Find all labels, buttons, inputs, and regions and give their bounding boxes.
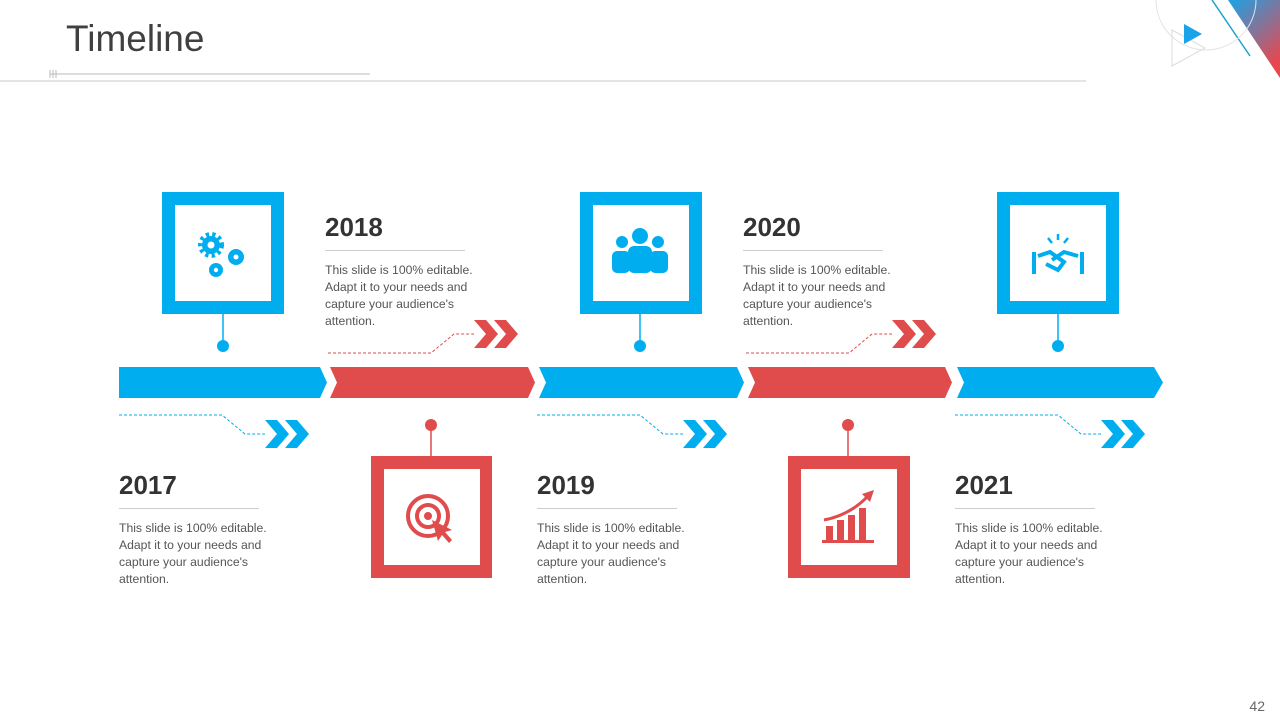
timeline-segment-2019 xyxy=(539,367,744,398)
dashed-connector xyxy=(955,414,1101,435)
chevron-icon xyxy=(265,420,289,448)
milestone-year: 2019 xyxy=(537,470,677,509)
chevron-icon xyxy=(1121,420,1145,448)
chevron-icon xyxy=(285,420,309,448)
timeline-segment-2021 xyxy=(957,367,1163,398)
milestone-year: 2020 xyxy=(743,212,883,251)
milestone-description: This slide is 100% editable. Adapt it to… xyxy=(537,521,685,586)
team-icon xyxy=(612,228,668,273)
chevron-icon xyxy=(1101,420,1125,448)
timeline-segment-2017 xyxy=(119,367,327,398)
dashed-connector xyxy=(746,333,892,354)
timeline-segment-2020 xyxy=(748,367,952,398)
page-title: Timeline xyxy=(66,18,205,59)
chevron-icon xyxy=(683,420,707,448)
chevron-icon xyxy=(494,320,518,348)
milestone-year: 2021 xyxy=(955,470,1095,509)
handshake-icon xyxy=(1032,234,1084,274)
milestone-description: This slide is 100% editable. Adapt it to… xyxy=(743,263,891,328)
chevron-icon xyxy=(912,320,936,348)
target-icon xyxy=(406,494,452,543)
timeline-segment-2018 xyxy=(330,367,535,398)
gears-icon xyxy=(198,232,244,277)
milestone-box-2021 xyxy=(997,192,1119,352)
milestone-description: This slide is 100% editable. Adapt it to… xyxy=(955,521,1103,586)
milestone-description: This slide is 100% editable. Adapt it to… xyxy=(325,263,473,328)
milestone-box-2020 xyxy=(788,419,910,578)
dashed-connector xyxy=(537,414,683,435)
milestone-box-2017 xyxy=(162,192,284,352)
milestone-box-2018 xyxy=(371,419,492,578)
growth-chart-icon xyxy=(822,490,874,543)
corner-decoration xyxy=(1228,0,1280,78)
milestone-description: This slide is 100% editable. Adapt it to… xyxy=(119,521,267,586)
play-icon xyxy=(1184,24,1202,44)
milestone-year: 2018 xyxy=(325,212,465,251)
milestone-year: 2017 xyxy=(119,470,259,509)
chevron-icon xyxy=(892,320,916,348)
dashed-connector xyxy=(328,333,474,354)
chevron-icon xyxy=(474,320,498,348)
dashed-connector xyxy=(119,414,265,435)
page-number: 42 xyxy=(1249,698,1265,714)
chevron-icon xyxy=(703,420,727,448)
milestone-box-2019 xyxy=(580,192,702,352)
